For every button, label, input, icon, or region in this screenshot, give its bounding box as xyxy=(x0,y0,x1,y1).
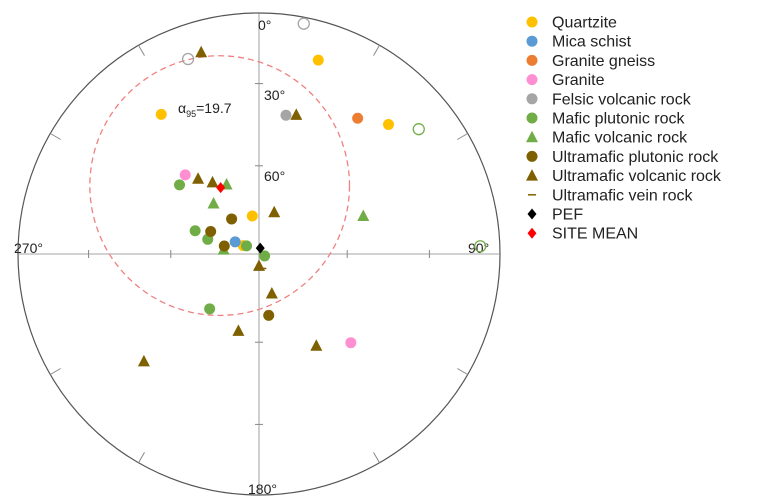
alpha95-label: α95=19.7 xyxy=(178,100,232,119)
label-180deg: 180° xyxy=(248,481,277,497)
legend-item-felsic-volcanic-rock: Felsic volcanic rock xyxy=(526,91,692,108)
azimuth-tick xyxy=(50,368,61,375)
felsic-volcanic-rock-point xyxy=(280,109,292,121)
azimuth-tick xyxy=(138,45,145,56)
pef-point xyxy=(255,242,265,254)
legend-marker-mafic-plutonic-rock xyxy=(526,112,538,124)
quartzite-point xyxy=(312,54,324,66)
azimuth-tick xyxy=(457,368,468,375)
legend-item-granite-gneiss: Granite gneiss xyxy=(526,53,655,70)
ultramafic-volcanic-rock-point xyxy=(195,45,208,58)
label-30deg: 30° xyxy=(264,87,285,103)
legend-item-pef: PEF xyxy=(527,207,583,224)
ultramafic-plutonic-rock-point xyxy=(263,309,275,321)
mica-schist-point xyxy=(229,236,241,248)
site-mean-point xyxy=(216,182,226,194)
azimuth-tick xyxy=(138,452,145,463)
legend-item-ultramafic-plutonic-rock: Ultramafic plutonic rock xyxy=(526,149,719,166)
ultramafic-plutonic-rock-point xyxy=(218,240,230,252)
quartzite-point xyxy=(155,108,167,120)
legend-label-mafic-plutonic-rock: Mafic plutonic rock xyxy=(552,111,685,128)
label-0deg: 0° xyxy=(258,17,271,33)
ultramafic-volcanic-rock-point xyxy=(137,354,150,367)
mafic-plutonic-rock-point xyxy=(241,240,253,252)
legend-marker-site-mean xyxy=(527,227,537,239)
label-270deg: 270° xyxy=(14,240,43,256)
legend-marker-quartzite xyxy=(526,16,538,28)
ultramafic-volcanic-rock-point xyxy=(310,339,323,351)
alpha95-symbol: α xyxy=(178,100,186,116)
alpha95-value: =19.7 xyxy=(196,100,232,116)
felsic-volcanic-rock-upper-point xyxy=(181,52,195,66)
mafic-plutonic-rock-point xyxy=(259,250,271,262)
mafic-plutonic-rock-point xyxy=(174,179,186,191)
legend-item-site-mean: SITE MEAN xyxy=(527,226,638,243)
felsic-volcanic-rock-upper-point xyxy=(297,17,310,30)
legend-label-felsic-volcanic-rock: Felsic volcanic rock xyxy=(552,91,692,108)
ultramafic-volcanic-rock-point xyxy=(290,108,303,120)
mafic-plutonic-rock-upper-point xyxy=(474,240,487,253)
legend-label-pef: PEF xyxy=(552,207,583,224)
azimuth-tick xyxy=(373,45,380,56)
legend-label-quartzite: Quartzite xyxy=(552,15,617,32)
mafic-volcanic-rock-point xyxy=(207,197,220,209)
label-90deg: 90° xyxy=(468,240,489,256)
mafic-volcanic-rock-point xyxy=(357,209,370,222)
azimuth-tick xyxy=(373,452,380,463)
ultramafic-volcanic-rock-point xyxy=(268,205,281,218)
inclination-ticks xyxy=(88,83,430,425)
granite-gneiss-point xyxy=(352,112,364,124)
legend-label-ultramafic-plutonic-rock: Ultramafic plutonic rock xyxy=(552,149,719,166)
legend-item-ultramafic-volcanic-rock: Ultramafic volcanic rock xyxy=(526,168,722,185)
legend-marker-ultramafic-plutonic-rock xyxy=(526,150,538,162)
legend-item-mica-schist: Mica schist xyxy=(526,34,632,51)
legend-item-mafic-volcanic-rock: Mafic volcanic rock xyxy=(526,130,688,147)
legend-marker-ultramafic-volcanic-rock xyxy=(526,169,538,181)
legend-label-mica-schist: Mica schist xyxy=(552,34,632,51)
label-60deg: 60° xyxy=(264,168,285,184)
ultramafic-volcanic-rock-point xyxy=(232,324,245,336)
legend-marker-granite-gneiss xyxy=(526,54,538,66)
legend-item-ultramafic-vein-rock: Ultramafic vein rock xyxy=(528,187,693,204)
granite-point xyxy=(345,337,357,349)
alpha95-subscript: 95 xyxy=(186,109,196,119)
stereonet-net xyxy=(17,12,501,496)
legend-label-ultramafic-volcanic-rock: Ultramafic volcanic rock xyxy=(552,168,722,185)
quartzite-point xyxy=(246,210,258,222)
legend-marker-felsic-volcanic-rock xyxy=(526,93,538,105)
alpha95-circle xyxy=(89,55,351,317)
legend-label-granite: Granite xyxy=(552,72,605,89)
granite-point xyxy=(179,169,191,181)
data-points xyxy=(137,17,487,367)
ultramafic-plutonic-rock-point xyxy=(226,213,238,225)
azimuth-ticks xyxy=(50,45,468,463)
legend-marker-mafic-volcanic-rock xyxy=(526,130,538,143)
mafic-plutonic-rock-point xyxy=(204,303,216,315)
ultramafic-volcanic-rock-point xyxy=(192,172,205,184)
azimuth-tick xyxy=(457,133,468,140)
legend-item-mafic-plutonic-rock: Mafic plutonic rock xyxy=(526,111,685,128)
ultramafic-volcanic-rock-point xyxy=(206,175,219,188)
quartzite-point xyxy=(382,119,394,131)
legend-item-granite: Granite xyxy=(526,72,605,89)
ultramafic-volcanic-rock-point xyxy=(265,287,278,299)
legend-marker-pef xyxy=(527,208,537,220)
legend-item-quartzite: Quartzite xyxy=(526,15,617,32)
legend-label-ultramafic-vein-rock: Ultramafic vein rock xyxy=(552,187,693,204)
ultramafic-plutonic-rock-point xyxy=(205,225,217,237)
mafic-plutonic-rock-point xyxy=(189,225,201,237)
legend-marker-granite xyxy=(526,74,538,86)
legend-label-site-mean: SITE MEAN xyxy=(552,226,638,243)
azimuth-tick xyxy=(50,133,61,140)
legend-label-granite-gneiss: Granite gneiss xyxy=(552,53,655,70)
legend-marker-mica-schist xyxy=(526,35,538,47)
legend-label-mafic-volcanic-rock: Mafic volcanic rock xyxy=(552,130,688,147)
mafic-plutonic-rock-upper-point xyxy=(412,123,425,136)
legend: Quartzite Mica schist Granite gneiss Granit… xyxy=(526,15,722,243)
